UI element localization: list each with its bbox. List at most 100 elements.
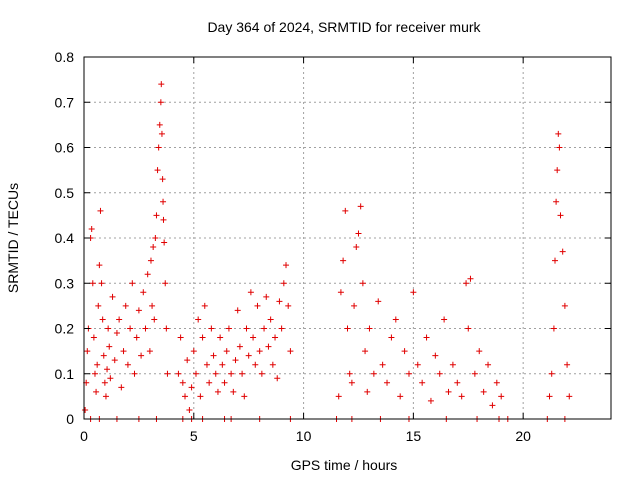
y-tick-label: 0	[66, 411, 74, 427]
data-point	[91, 370, 98, 377]
data-point	[405, 370, 412, 377]
data-point	[186, 406, 193, 413]
x-tick-label: 15	[406, 428, 422, 444]
data-point	[553, 198, 560, 205]
data-point	[272, 334, 279, 341]
y-tick-label: 0.2	[55, 321, 75, 337]
data-point	[276, 298, 283, 305]
data-point	[162, 280, 169, 287]
data-point	[458, 393, 465, 400]
data-point	[94, 361, 101, 368]
data-point	[355, 230, 362, 237]
data-point	[254, 302, 261, 309]
data-point	[554, 167, 561, 174]
data-point	[203, 361, 210, 368]
data-point	[152, 235, 159, 241]
tick-labels: 0 5 10 15 20 0 0.1 0.2 0.3 0.4 0.5 0.6 0.7 0.8	[55, 49, 532, 444]
data-point	[388, 334, 395, 341]
y-tick-label: 0.8	[55, 49, 75, 65]
data-point	[217, 334, 224, 341]
data-point	[392, 316, 399, 323]
data-point	[436, 370, 443, 377]
data-point	[278, 325, 285, 332]
y-tick-label: 0.4	[55, 230, 75, 246]
data-point	[557, 212, 564, 219]
data-point	[175, 370, 182, 377]
data-point	[465, 325, 472, 332]
data-point	[445, 388, 452, 395]
data-point	[89, 280, 96, 287]
data-point	[135, 307, 142, 314]
data-point	[454, 379, 461, 386]
data-point	[182, 393, 189, 400]
data-point	[548, 370, 555, 377]
data-point	[362, 348, 369, 355]
data-point	[147, 257, 154, 264]
data-point	[228, 370, 235, 377]
y-tick-label: 0.5	[55, 185, 75, 201]
data-point	[122, 302, 129, 309]
data-point	[232, 357, 239, 364]
data-point	[366, 325, 373, 332]
data-point	[146, 348, 153, 355]
data-point	[102, 393, 109, 400]
data-point	[133, 334, 140, 341]
data-point	[427, 397, 434, 404]
data-point	[552, 257, 559, 264]
data-point	[84, 348, 91, 355]
data-point	[113, 330, 120, 337]
data-point	[485, 361, 492, 368]
data-point	[463, 280, 470, 287]
data-point	[163, 325, 170, 332]
chart-title: Day 364 of 2024, SRMTID for receiver mur…	[207, 19, 481, 35]
data-point	[489, 402, 496, 409]
data-point	[401, 348, 408, 355]
data-point	[199, 334, 206, 341]
data-point	[161, 239, 168, 246]
data-point	[101, 379, 108, 386]
data-point	[159, 176, 166, 183]
data-point	[234, 307, 241, 314]
data-point	[561, 302, 568, 309]
data-point	[177, 334, 184, 341]
data-point	[467, 275, 474, 282]
data-point	[144, 271, 151, 278]
data-point	[150, 244, 157, 251]
data-point	[138, 352, 145, 359]
data-point	[261, 325, 268, 332]
data-point	[353, 244, 360, 251]
data-point	[153, 212, 160, 219]
data-point	[158, 130, 165, 137]
data-point	[241, 393, 248, 400]
data-point	[179, 379, 186, 386]
data-point	[96, 262, 103, 269]
data-point	[104, 366, 111, 373]
data-point	[157, 99, 164, 106]
data-point	[559, 248, 566, 255]
data-point	[197, 393, 204, 400]
data-point	[223, 348, 230, 355]
data-point	[397, 393, 404, 400]
data-point	[348, 379, 355, 386]
data-point	[142, 325, 149, 332]
data-point	[127, 325, 134, 332]
data-point	[230, 388, 237, 395]
data-point	[342, 207, 349, 214]
x-tick-label: 0	[80, 428, 88, 444]
data-point	[471, 370, 478, 377]
data-point	[156, 121, 163, 128]
data-point	[564, 361, 571, 368]
data-point	[188, 384, 195, 391]
data-point	[195, 316, 202, 323]
data-point	[100, 352, 107, 359]
data-point	[375, 298, 382, 305]
data-point	[245, 352, 252, 359]
y-tick-label: 0.1	[55, 366, 75, 382]
data-point	[283, 262, 290, 269]
data-point	[160, 198, 167, 205]
data-point	[267, 316, 274, 323]
data-point	[105, 325, 112, 332]
data-point	[364, 388, 371, 395]
